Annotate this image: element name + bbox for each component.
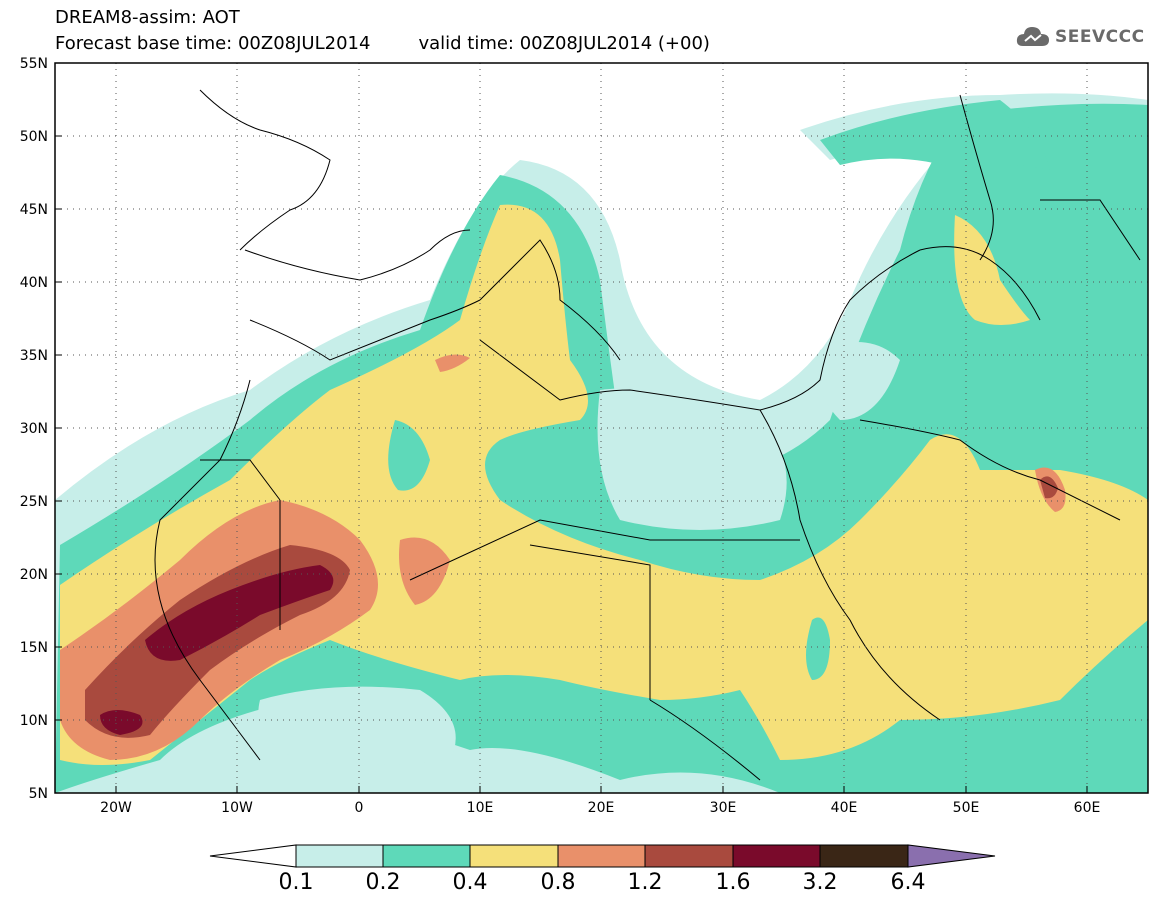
lat-tick-label: 20N <box>20 567 48 583</box>
map-title: DREAM8-assim: AOT <box>55 7 240 28</box>
lon-tick-label: 0 <box>355 800 364 816</box>
colorbar-left-arrow <box>209 844 297 868</box>
lon-tick-label: 20W <box>100 800 132 816</box>
lon-tick-label: 30E <box>710 800 737 816</box>
aot-islands-mid <box>388 420 830 680</box>
colorbar-label: 1.2 <box>627 870 663 895</box>
lat-tick-label: 50N <box>20 129 48 145</box>
lon-tick-labels: 20W 10W 0 10E 20E 30E 40E 50E 60E <box>100 800 1100 816</box>
lat-lon-grid <box>55 63 1148 793</box>
lat-tick-label: 5N <box>29 786 48 802</box>
lon-tick-label: 50E <box>953 800 980 816</box>
colorbar-right-arrow <box>907 844 996 868</box>
lat-tick-label: 35N <box>20 348 48 364</box>
colorbar-segment <box>819 844 909 868</box>
lat-tick-label: 45N <box>20 202 48 218</box>
colorbar-label: 0.1 <box>278 870 314 895</box>
lon-tick-label: 60E <box>1074 800 1101 816</box>
colorbar-segment <box>469 844 559 868</box>
lat-tick-label: 15N <box>20 640 48 656</box>
colorbar-label: 3.2 <box>802 870 838 895</box>
lat-tick-label: 40N <box>20 275 48 291</box>
brand-name: SEEVCCC <box>1055 27 1145 47</box>
lat-tick-labels: 55N 50N 45N 40N 35N 30N 25N 20N 15N 10N … <box>20 56 48 802</box>
colorbar-segment <box>295 844 384 868</box>
lon-tick-label: 40E <box>831 800 858 816</box>
colorbar <box>209 844 996 868</box>
lat-tick-label: 10N <box>20 713 48 729</box>
colorbar-label: 0.8 <box>540 870 576 895</box>
colorbar-label: 6.4 <box>890 870 926 895</box>
lon-tick-label: 10E <box>467 800 494 816</box>
brand-logo: SEEVCCC <box>1015 24 1145 50</box>
base-time: Forecast base time: 00Z08JUL2014 <box>55 33 371 54</box>
aot-pockets-low <box>258 342 900 765</box>
colorbar-label: 0.4 <box>452 870 488 895</box>
colorbar-segment <box>644 844 734 868</box>
cloud-icon <box>1016 27 1049 46</box>
colorbar-label: 0.2 <box>365 870 401 895</box>
coastlines <box>154 89 1141 781</box>
colorbar-segment <box>382 844 471 868</box>
tick-marks <box>55 135 1088 793</box>
lat-tick-label: 55N <box>20 56 48 72</box>
forecast-time-line: Forecast base time: 00Z08JUL2014 valid ti… <box>55 34 710 54</box>
aot-field <box>55 63 1148 793</box>
lat-tick-label: 25N <box>20 494 48 510</box>
colorbar-segment <box>557 844 646 868</box>
lon-tick-label: 10W <box>221 800 253 816</box>
lat-tick-label: 30N <box>20 421 48 437</box>
lon-tick-label: 20E <box>588 800 615 816</box>
aot-band-1-6 <box>100 565 334 735</box>
valid-time: valid time: 00Z08JUL2014 (+00) <box>418 33 710 54</box>
colorbar-segment <box>732 844 821 868</box>
colorbar-label: 1.6 <box>715 870 751 895</box>
